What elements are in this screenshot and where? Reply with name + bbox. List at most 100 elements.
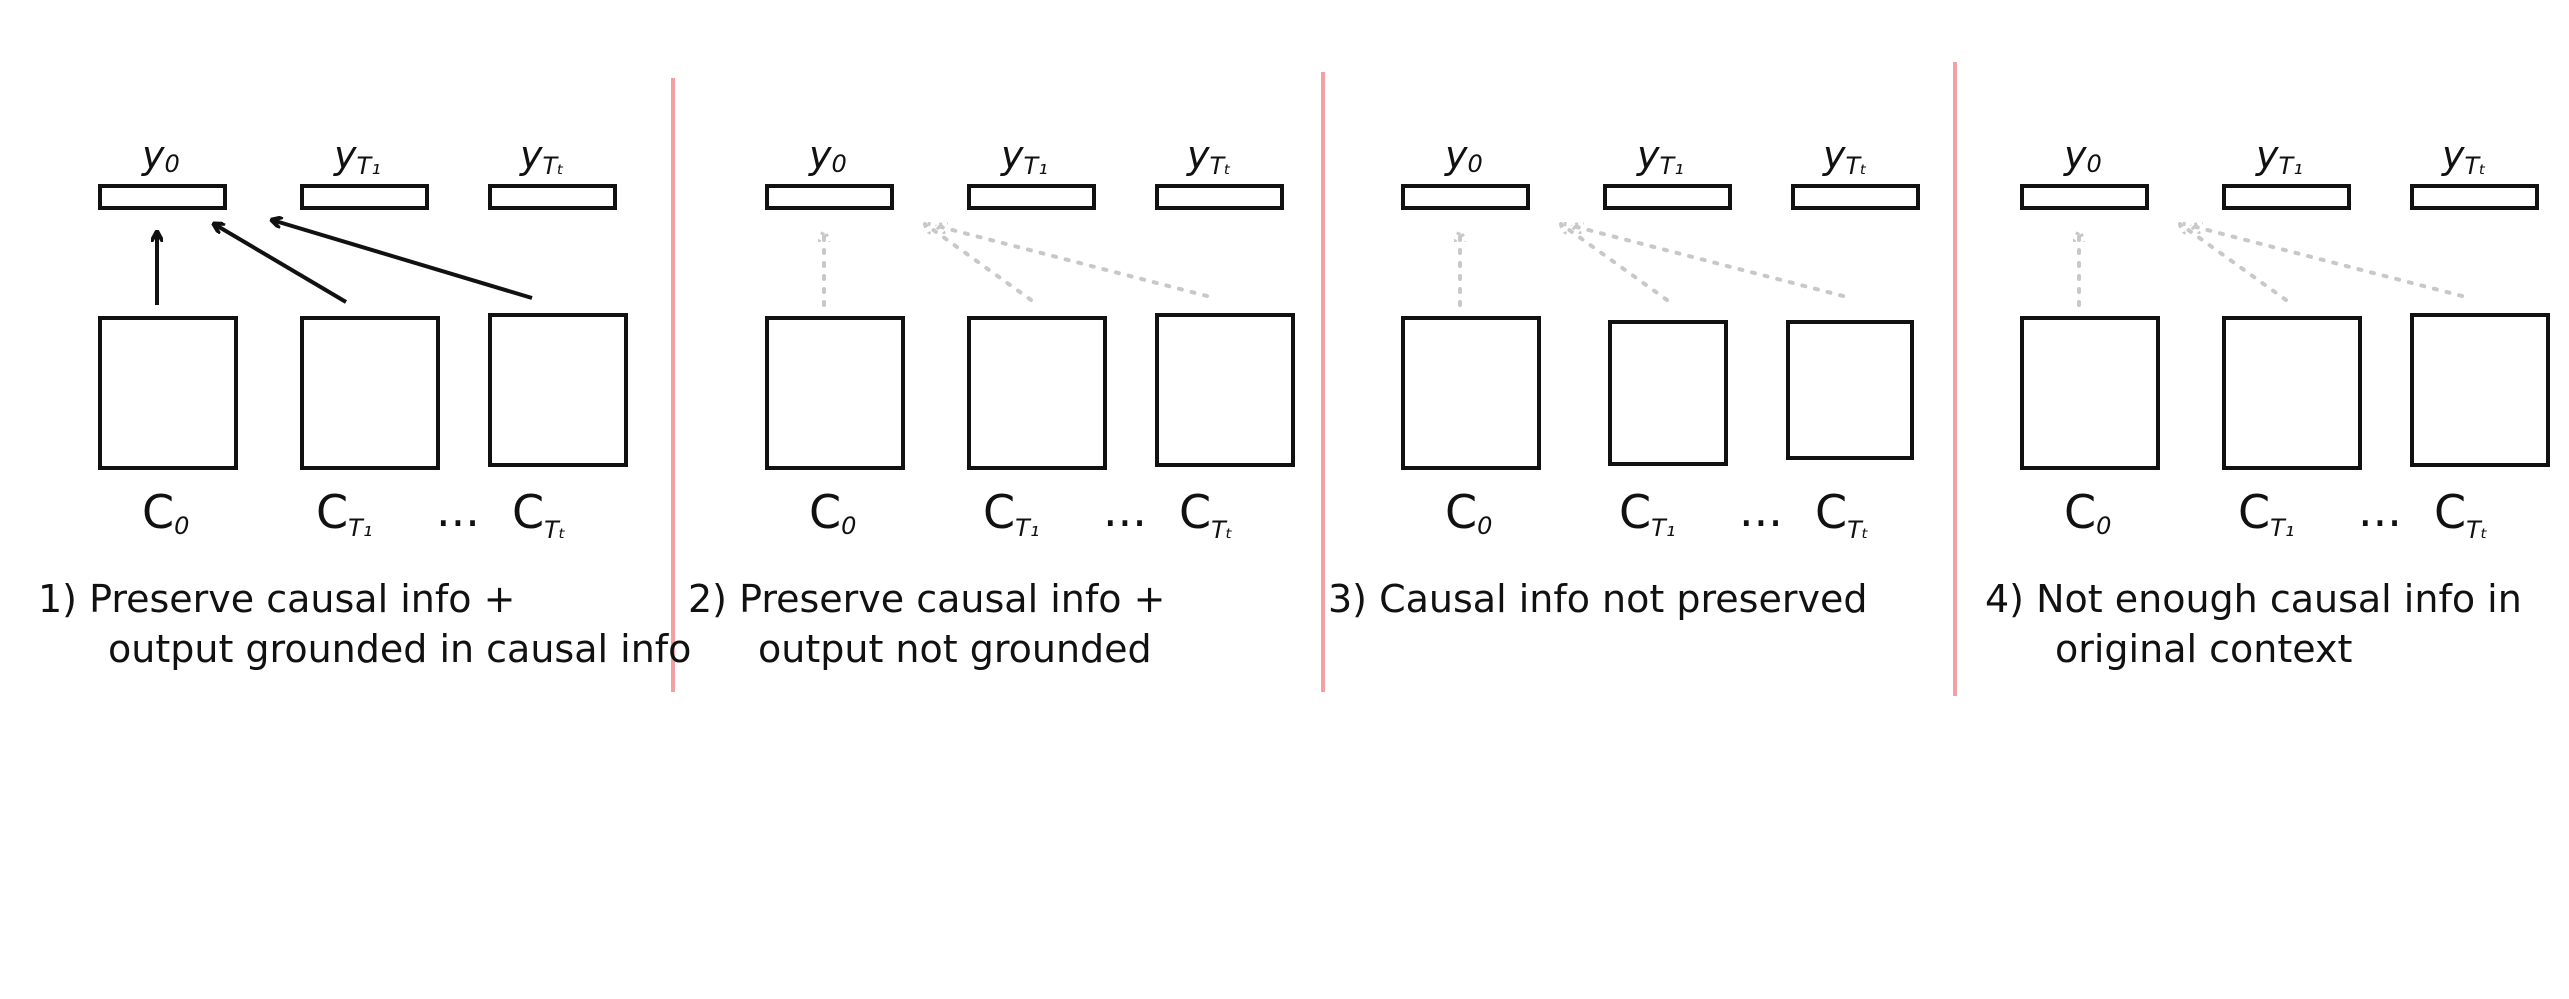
arrow-ctt-to-y0 [272,220,533,300]
output-bar-ytt [2410,184,2539,210]
caption-line-2: output grounded in causal info [108,627,691,671]
label-yt1: yT₁ [1000,133,1048,180]
label-ct1: CT₁ [2238,485,2294,542]
label-y0-subscript: 0 [832,150,847,178]
context-box-c0 [1401,316,1541,470]
label-ytt: yTₜ [1822,133,1867,180]
label-ctt-subscript: Tₜ [1211,516,1233,544]
context-box-ctt [1155,313,1295,467]
label-c0-subscript: 0 [174,512,189,540]
output-bar-yt1 [300,184,429,210]
label-c0-subscript: 0 [1477,512,1492,540]
label-ytt-subscript: Tₜ [1210,152,1232,180]
label-yt1-subscript: T₁ [357,152,381,180]
label-y0: y0 [1444,133,1483,178]
label-yt1-subscript: T₁ [2279,152,2303,180]
output-bar-yt1 [967,184,1096,210]
caption-line-2: output not grounded [758,627,1152,671]
label-ctt: CTₜ [1179,485,1233,544]
label-ctt-subscript: Tₜ [544,516,566,544]
label-ctt-subscript: Tₜ [1847,516,1869,544]
label-ellipsis: ... [1103,483,1147,537]
label-ct1-main: C [983,485,1015,539]
label-yt1-subscript: T₁ [1024,152,1048,180]
output-bar-y0 [765,184,894,210]
label-y0-main: y [2063,133,2087,177]
context-box-ct1 [300,316,440,470]
dotted-arrow-ctt [2192,226,2464,298]
label-ctt: CTₜ [1815,485,1869,544]
label-y0-subscript: 0 [1468,150,1483,178]
label-ellipsis: ... [2358,483,2402,537]
label-ct1-main: C [316,485,348,539]
label-yt1: yT₁ [2255,133,2303,180]
label-ellipsis: ... [436,483,480,537]
label-y0-main: y [1444,133,1468,177]
caption-line-1: 2) Preserve causal info + [688,577,1165,621]
arrow-ct1-to-y0 [214,224,348,304]
context-box-ctt [1786,320,1914,460]
output-bar-y0 [2020,184,2149,210]
output-bar-ytt [1791,184,1920,210]
label-yt1: yT₁ [333,133,381,180]
label-ct1-subscript: T₁ [1651,514,1675,542]
label-ct1: CT₁ [1619,485,1675,542]
label-ct1-subscript: T₁ [1015,514,1039,542]
label-ytt-subscript: Tₜ [543,152,565,180]
label-yt1-main: y [2255,133,2279,177]
label-yt1-main: y [333,133,357,177]
label-ct1: CT₁ [316,485,372,542]
output-bar-yt1 [1603,184,1732,210]
label-ytt-subscript: Tₜ [1846,152,1868,180]
context-box-ct1 [1608,320,1728,466]
label-c0: C0 [1445,485,1492,540]
label-ct1-main: C [1619,485,1651,539]
label-c0: C0 [2064,485,2111,540]
label-y0-subscript: 0 [2087,150,2102,178]
label-ytt-main: y [1822,133,1846,177]
label-y0: y0 [808,133,847,178]
label-ctt: CTₜ [2434,485,2488,544]
dotted-arrow-ctt [937,226,1209,298]
label-ytt: yTₜ [1186,133,1231,180]
label-ctt-main: C [1179,485,1211,539]
label-ctt-main: C [2434,485,2466,539]
label-yt1-subscript: T₁ [1660,152,1684,180]
label-ct1-subscript: T₁ [2270,514,2294,542]
label-y0: y0 [141,133,180,178]
label-yt1-main: y [1000,133,1024,177]
label-c0-subscript: 0 [2096,512,2111,540]
caption-line-1: 4) Not enough causal info in [1985,577,2522,621]
output-bar-y0 [1401,184,1530,210]
label-y0-main: y [808,133,832,177]
label-ytt: yTₜ [2441,133,2486,180]
label-ytt-main: y [519,133,543,177]
context-box-c0 [765,316,905,470]
label-c0-main: C [2064,485,2096,539]
label-ytt-main: y [2441,133,2465,177]
output-bar-ytt [1155,184,1284,210]
label-c0-main: C [142,485,174,539]
context-box-c0 [98,316,238,470]
label-ct1: CT₁ [983,485,1039,542]
label-c0-main: C [1445,485,1477,539]
output-bar-y0 [98,184,227,210]
label-c0: C0 [142,485,189,540]
label-yt1-main: y [1636,133,1660,177]
context-box-ctt [2410,313,2550,467]
label-ctt-subscript: Tₜ [2466,516,2488,544]
label-yt1: yT₁ [1636,133,1684,180]
label-ct1-subscript: T₁ [348,514,372,542]
label-ytt-subscript: Tₜ [2465,152,2487,180]
label-ytt-main: y [1186,133,1210,177]
context-box-c0 [2020,316,2160,470]
label-y0-main: y [141,133,165,177]
label-c0: C0 [809,485,856,540]
context-box-ct1 [2222,316,2362,470]
label-ytt: yTₜ [519,133,564,180]
